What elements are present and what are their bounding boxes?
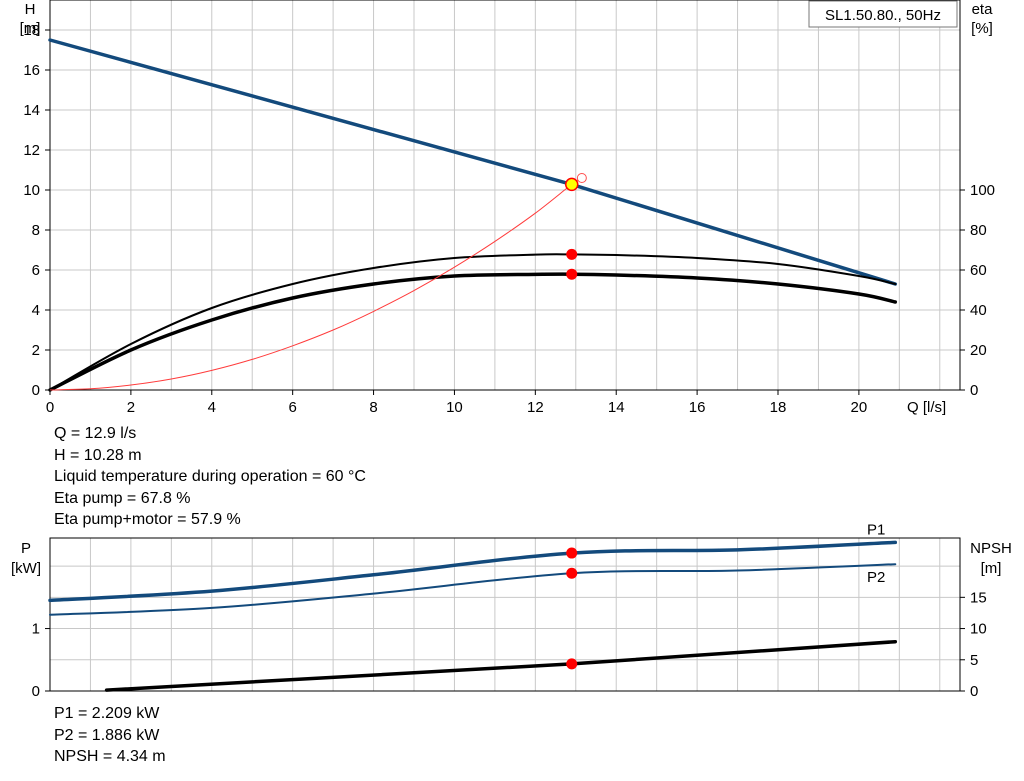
x-tick-label: 6 <box>288 399 296 416</box>
p1-point-marker <box>566 547 578 559</box>
q-readout: Q = 12.9 l/s <box>54 425 137 442</box>
p2-point-marker <box>566 567 578 579</box>
y-tick-label: 12 <box>23 142 40 159</box>
power-readout: P1 = 2.209 kW P2 = 1.886 kW NPSH = 4.34 … <box>54 703 166 768</box>
p-tick-label: 0 <box>32 683 40 700</box>
npsh-tick-label: 0 <box>970 683 978 700</box>
npsh-tick-label: 5 <box>970 652 978 669</box>
eta-tick-label: 40 <box>970 302 987 319</box>
p1-readout: P1 = 2.209 kW <box>54 705 160 722</box>
eta-tick-label: 60 <box>970 262 987 279</box>
p-axis-unit: [kW] <box>11 560 41 577</box>
y-tick-label: 2 <box>32 342 40 359</box>
x-tick-label: 4 <box>208 399 216 416</box>
npsh-readout: NPSH = 4.34 m <box>54 748 166 765</box>
npsh-axis-label: NPSH <box>970 540 1012 557</box>
x-tick-label: 20 <box>851 399 868 416</box>
eta-tick-label: 20 <box>970 342 987 359</box>
p1-series-label: P1 <box>867 521 885 538</box>
top-plot-frame <box>49 0 961 391</box>
x-tick-label: 12 <box>527 399 544 416</box>
series-eta-pump <box>49 253 897 391</box>
eta-tick-label: 100 <box>970 182 995 199</box>
h-readout: H = 10.28 m <box>54 446 142 464</box>
x-tick-label: 0 <box>46 399 54 416</box>
npsh-tick-label: 15 <box>970 589 987 606</box>
p-tick-label: 1 <box>32 621 40 638</box>
series-p1 <box>48 540 898 603</box>
duty-point-marker <box>564 177 579 192</box>
legend-box <box>808 0 958 28</box>
y-tick-label: 10 <box>23 182 40 199</box>
x-tick-label: 2 <box>127 399 135 416</box>
p2-readout: P2 = 1.886 kW <box>54 726 160 744</box>
y-tick-label: 14 <box>23 102 40 119</box>
operating-point-readout: Q = 12.9 l/s H = 10.28 m Liquid temperat… <box>54 423 366 531</box>
system-curve-end-marker <box>576 173 587 183</box>
npsh-point-marker <box>566 658 578 670</box>
p2-series-label: P2 <box>867 569 885 586</box>
y-tick-label: 8 <box>32 222 40 239</box>
y-tick-label: 4 <box>32 302 40 319</box>
series-system-curve <box>49 177 583 391</box>
x-tick-label: 14 <box>608 399 625 416</box>
eta-axis-label: eta <box>972 1 994 18</box>
y-tick-label: 6 <box>32 262 40 279</box>
x-tick-label: 8 <box>369 399 377 416</box>
series-p2 <box>49 563 897 616</box>
npsh-axis-unit: [m] <box>981 560 1002 577</box>
eta-total-readout: Eta pump+motor = 57.9 % <box>54 511 241 528</box>
h-axis-label: H <box>25 1 36 18</box>
p-axis-label: P <box>21 540 31 557</box>
temperature-readout: Liquid temperature during operation = 60… <box>54 468 366 485</box>
eta-pump-readout: Eta pump = 67.8 % <box>54 489 191 507</box>
y-tick-label: 18 <box>23 22 40 39</box>
q-axis-label: Q [l/s] <box>907 399 946 416</box>
eta-pump-point-marker <box>566 248 578 260</box>
eta-tick-label: 80 <box>970 222 987 239</box>
eta-tick-label: 0 <box>970 382 978 399</box>
x-tick-label: 16 <box>689 399 706 416</box>
x-tick-label: 18 <box>770 399 787 416</box>
series-h <box>48 38 898 286</box>
h-axis-unit: [m] <box>20 20 41 37</box>
x-tick-label: 10 <box>446 399 463 416</box>
chart-title: SL1.50.80., 50Hz <box>825 7 941 24</box>
y-tick-label: 0 <box>32 382 40 399</box>
npsh-tick-label: 10 <box>970 621 987 638</box>
eta-axis-unit: [%] <box>971 20 993 37</box>
series-npsh <box>104 639 898 692</box>
y-tick-label: 16 <box>23 62 40 79</box>
eta-total-point-marker <box>566 268 578 280</box>
series-eta-pump-motor <box>48 272 898 392</box>
